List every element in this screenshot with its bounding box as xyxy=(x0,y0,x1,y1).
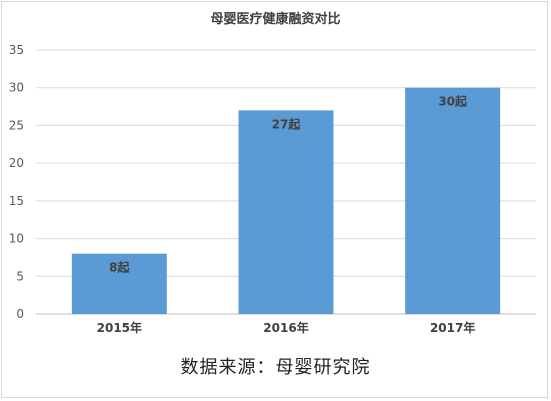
y-tick-label: 0 xyxy=(16,307,24,321)
y-axis-ticks: 0 5 10 15 20 25 30 35 xyxy=(9,43,24,321)
data-labels: 8起 27起 30起 xyxy=(109,94,468,275)
y-tick-label: 30 xyxy=(9,81,24,95)
data-label: 8起 xyxy=(109,260,130,275)
bar xyxy=(405,87,501,314)
data-label: 30起 xyxy=(438,94,468,109)
y-tick-label: 35 xyxy=(9,43,24,57)
data-label: 27起 xyxy=(272,116,302,131)
y-tick-label: 10 xyxy=(9,232,24,246)
x-axis-ticks: 2015年 2016年 2017年 xyxy=(97,320,476,335)
bar xyxy=(71,253,167,314)
y-tick-label: 15 xyxy=(9,194,24,208)
source-note: 数据来源：母婴研究院 xyxy=(180,357,371,378)
x-tick-label: 2016年 xyxy=(263,320,308,335)
y-tick-label: 25 xyxy=(9,118,24,132)
y-tick-label: 5 xyxy=(16,269,24,283)
x-tick-label: 2017年 xyxy=(430,320,475,335)
bars xyxy=(71,87,501,314)
y-tick-label: 20 xyxy=(9,156,24,170)
bar xyxy=(238,110,334,314)
x-tick-label: 2015年 xyxy=(97,320,142,335)
chart-title: 母婴医疗健康融资对比 xyxy=(210,12,341,27)
